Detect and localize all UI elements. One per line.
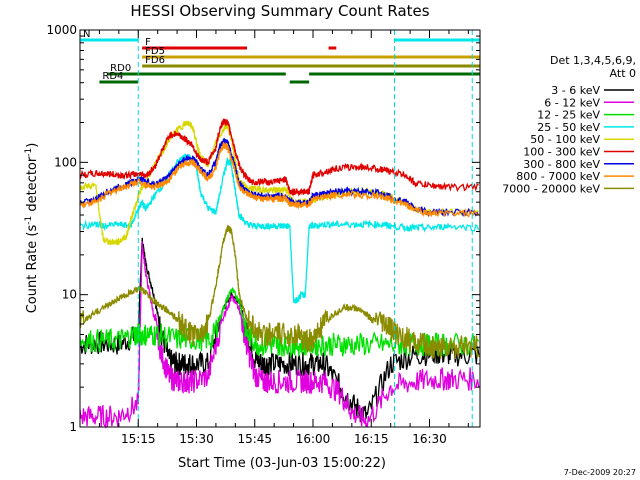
series-line-0 bbox=[79, 237, 480, 423]
x-tick-label-1: 15:30 bbox=[179, 432, 214, 446]
series-line-6 bbox=[79, 137, 480, 218]
y-axis-label: Count Rate (s-1 detector-1) bbox=[24, 143, 40, 314]
mode-bar-label-3: FD6 bbox=[145, 55, 165, 66]
x-tick-label-3: 16:00 bbox=[296, 432, 331, 446]
legend-label-6: 300 - 800 keV bbox=[523, 158, 600, 171]
legend-label-7: 800 - 7000 keV bbox=[516, 170, 600, 183]
time-markers bbox=[137, 30, 473, 427]
mode-bar-label-2: FD5 bbox=[145, 46, 165, 57]
mode-bar-label-4: RD0 bbox=[110, 63, 131, 74]
y-tick-label-1: 10 bbox=[62, 288, 77, 302]
chart-title: HESSI Observing Summary Count Rates bbox=[130, 2, 429, 20]
legend-label-1: 6 - 12 keV bbox=[544, 96, 600, 109]
y-axis-ticks: 1 10 100 1000 bbox=[46, 23, 480, 434]
series-line-5 bbox=[79, 118, 479, 197]
x-tick-label-4: 16:15 bbox=[354, 432, 389, 446]
legend-label-4: 50 - 100 keV bbox=[530, 133, 600, 146]
x-axis-ticks: 15:15 15:30 15:45 16:00 16:15 16:30 bbox=[98, 30, 469, 446]
series-line-7 bbox=[79, 142, 480, 218]
y-tick-label-0: 1 bbox=[69, 420, 77, 434]
y-tick-label-3: 1000 bbox=[46, 23, 77, 37]
legend-header-line-2: Att 0 bbox=[610, 67, 636, 80]
series-line-2 bbox=[79, 286, 480, 359]
series-line-8 bbox=[79, 225, 480, 360]
plot-frame bbox=[79, 29, 481, 428]
mode-bar-label-0: N bbox=[83, 29, 90, 40]
x-tick-label-0: 15:15 bbox=[121, 432, 156, 446]
x-axis-label: Start Time (03-Jun-03 15:00:22) bbox=[178, 456, 386, 471]
legend-header-line-1: Det 1,3,4,5,6,9, bbox=[550, 54, 636, 67]
legend-label-2: 12 - 25 keV bbox=[537, 109, 600, 122]
mode-bar-label-1: F bbox=[145, 37, 151, 48]
series-layer bbox=[79, 118, 480, 430]
x-tick-label-2: 15:45 bbox=[237, 432, 272, 446]
legend-label-5: 100 - 300 keV bbox=[523, 146, 600, 159]
x-tick-label-5: 16:30 bbox=[412, 432, 447, 446]
timestamp: 7-Dec-2009 20:27 bbox=[564, 468, 636, 477]
y-tick-label-2: 100 bbox=[54, 155, 77, 169]
legend-label-3: 25 - 50 keV bbox=[537, 121, 600, 134]
series-line-3 bbox=[79, 153, 480, 304]
legend-label-8: 7000 - 20000 keV bbox=[502, 182, 600, 195]
mode-bar-label-5: RD4 bbox=[102, 71, 123, 82]
legend-label-0: 3 - 6 keV bbox=[551, 84, 600, 97]
